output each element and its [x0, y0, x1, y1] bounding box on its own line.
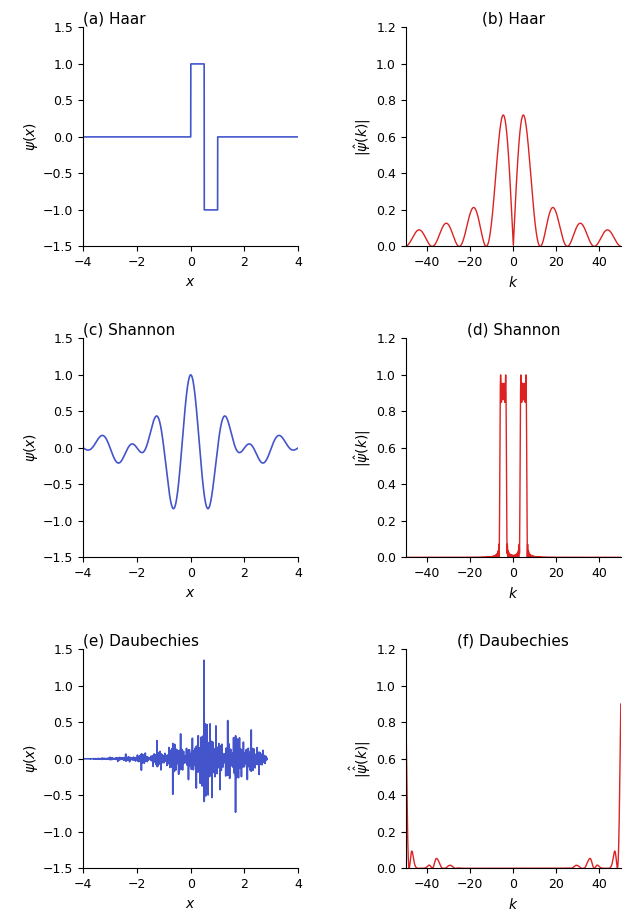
X-axis label: $x$: $x$	[186, 897, 196, 910]
Y-axis label: $|\hat{\psi}(k)|$: $|\hat{\psi}(k)|$	[353, 429, 373, 467]
Y-axis label: $\psi(x)$: $\psi(x)$	[22, 433, 40, 462]
Title: (d) Shannon: (d) Shannon	[467, 323, 560, 337]
Text: (c) Shannon: (c) Shannon	[83, 323, 175, 337]
Y-axis label: $\psi(x)$: $\psi(x)$	[22, 122, 40, 152]
Text: (e) Daubechies: (e) Daubechies	[83, 633, 199, 648]
X-axis label: $x$: $x$	[186, 275, 196, 289]
Y-axis label: $|\hat{\psi}(k)|$: $|\hat{\psi}(k)|$	[353, 118, 373, 155]
X-axis label: $k$: $k$	[508, 586, 518, 600]
Y-axis label: $\psi(x)$: $\psi(x)$	[22, 744, 40, 773]
X-axis label: $k$: $k$	[508, 275, 518, 290]
Title: (b) Haar: (b) Haar	[482, 11, 545, 27]
X-axis label: $x$: $x$	[186, 586, 196, 600]
Y-axis label: $|\hat{\hat{\psi}}(k)|$: $|\hat{\hat{\psi}}(k)|$	[348, 740, 373, 778]
Text: (a) Haar: (a) Haar	[83, 11, 146, 27]
X-axis label: $k$: $k$	[508, 897, 518, 911]
Title: (f) Daubechies: (f) Daubechies	[458, 633, 569, 648]
